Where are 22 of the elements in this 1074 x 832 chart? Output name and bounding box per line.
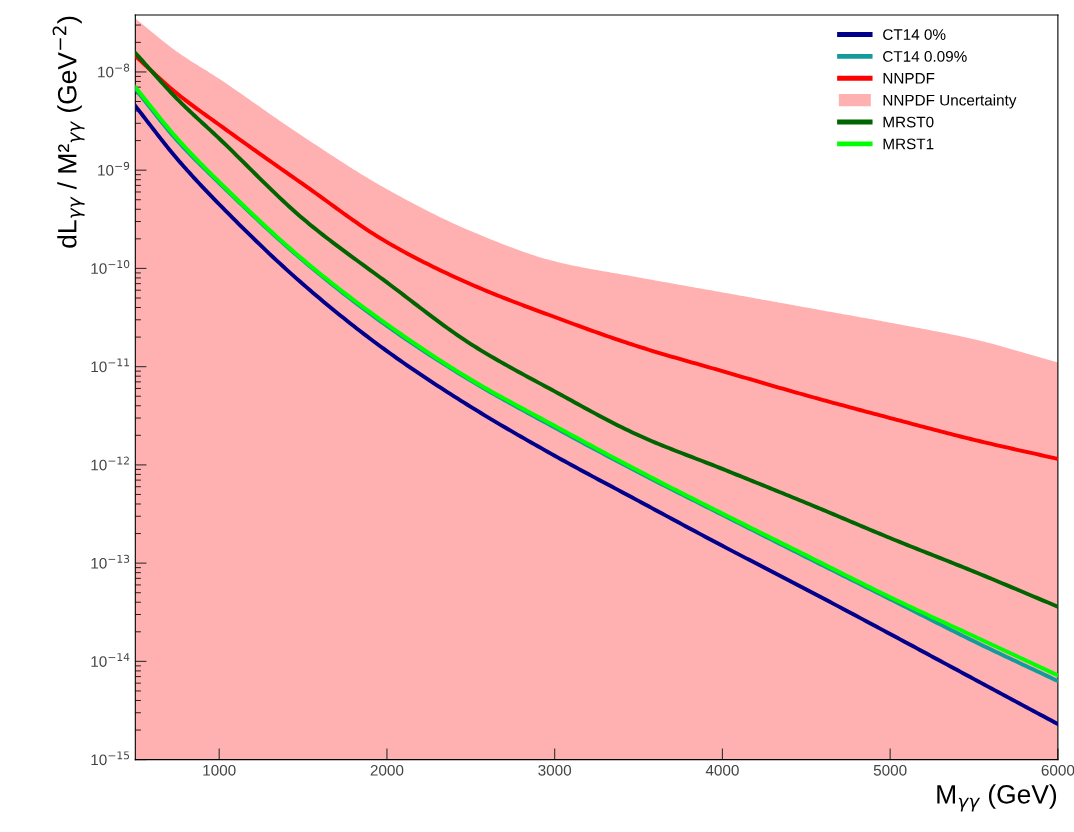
y-tick-label: 10$^{−12}$: [91, 456, 129, 471]
legend-label: NNPDF: [883, 73, 935, 84]
y-tick-label: 10$^{−10}$: [91, 260, 130, 274]
y-tick-label: 10$^{−13}$: [91, 554, 130, 569]
x-tick-label: 3000: [538, 764, 572, 776]
y-tick-label: 10$^{−14}$: [91, 653, 130, 667]
legend-label: CT14 0%: [883, 29, 946, 40]
y-tick-label: 10$^{−15}$: [91, 751, 130, 766]
y-tick-label: 10$^{−8}$: [98, 63, 130, 78]
legend-label: CT14 0.09%: [883, 51, 967, 62]
x-tick-label: 5000: [873, 764, 907, 776]
legend-label: MRST0: [883, 116, 934, 128]
x-tick-label: 6000: [1041, 764, 1074, 776]
y-tick-label: 10$^{−11}$: [91, 358, 129, 373]
y-axis-title: dL$_{γγ}$ / M²$_{γγ}$ (GeV$^{−2}$): [52, 16, 85, 248]
legend-label: NNPDF Uncertainty: [883, 94, 1017, 109]
x-axis-title: M$_{γγ}$ (GeV): [937, 784, 1057, 812]
x-tick-label: 1000: [203, 764, 236, 776]
legend-label: MRST1: [883, 138, 934, 150]
y-tick-label: 10$^{−9}$: [98, 161, 130, 176]
x-tick-label: 4000: [705, 764, 739, 776]
x-tick-label: 2000: [370, 764, 404, 776]
